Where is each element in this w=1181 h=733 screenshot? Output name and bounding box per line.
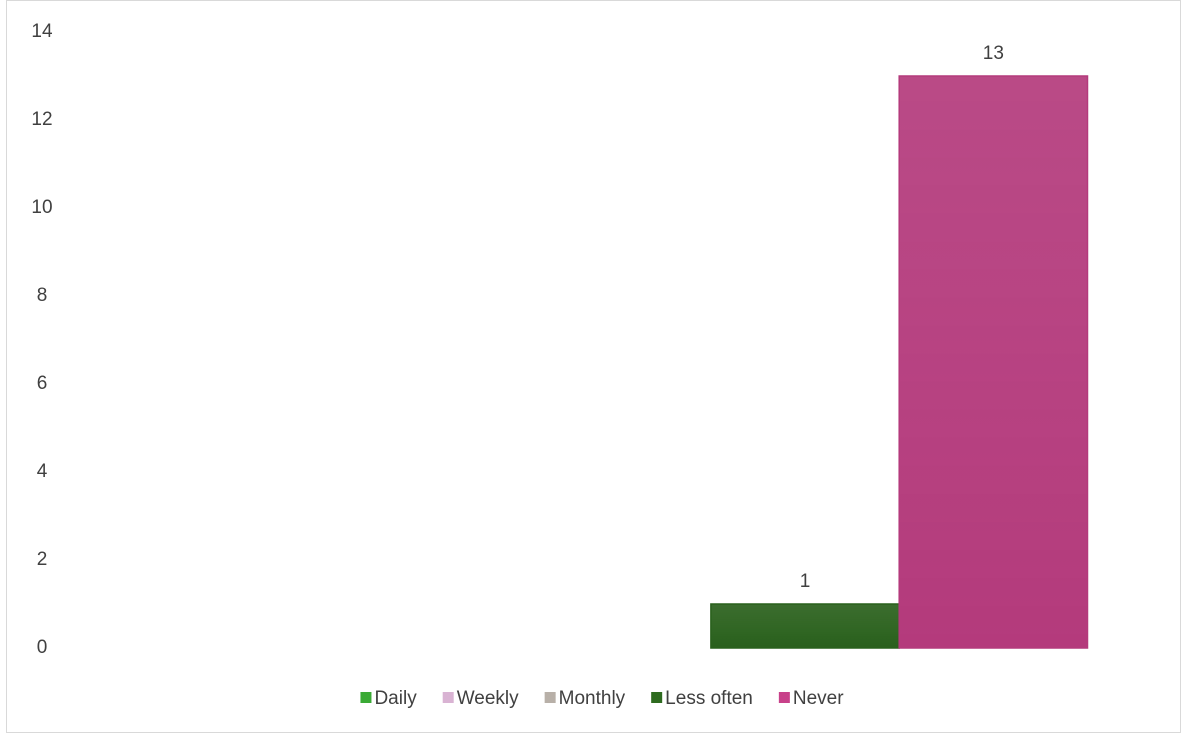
y-tick-label: 10 bbox=[31, 197, 52, 218]
legend-label: Less often bbox=[665, 688, 753, 709]
legend-label: Weekly bbox=[457, 688, 519, 709]
y-tick-label: 0 bbox=[37, 637, 48, 658]
legend-marker bbox=[651, 692, 663, 703]
bar bbox=[710, 603, 900, 649]
legend-marker bbox=[544, 692, 556, 703]
y-tick-label: 8 bbox=[37, 285, 48, 306]
legend-marker bbox=[360, 692, 372, 703]
legend-marker bbox=[778, 692, 790, 703]
legend: Daily Weekly Monthly Less often Never bbox=[360, 688, 844, 709]
legend-label: Never bbox=[793, 688, 844, 709]
y-tick-label: 6 bbox=[37, 373, 48, 394]
data-label: 13 bbox=[983, 43, 1004, 64]
y-tick-label: 12 bbox=[31, 109, 52, 130]
legend-marker bbox=[442, 692, 454, 703]
data-label: 1 bbox=[800, 571, 811, 592]
y-tick-label: 4 bbox=[37, 461, 48, 482]
legend-label: Monthly bbox=[559, 688, 626, 709]
y-tick-label: 14 bbox=[31, 21, 53, 42]
bar bbox=[898, 75, 1089, 649]
legend-label: Daily bbox=[374, 688, 417, 709]
y-tick-label: 2 bbox=[37, 549, 48, 570]
